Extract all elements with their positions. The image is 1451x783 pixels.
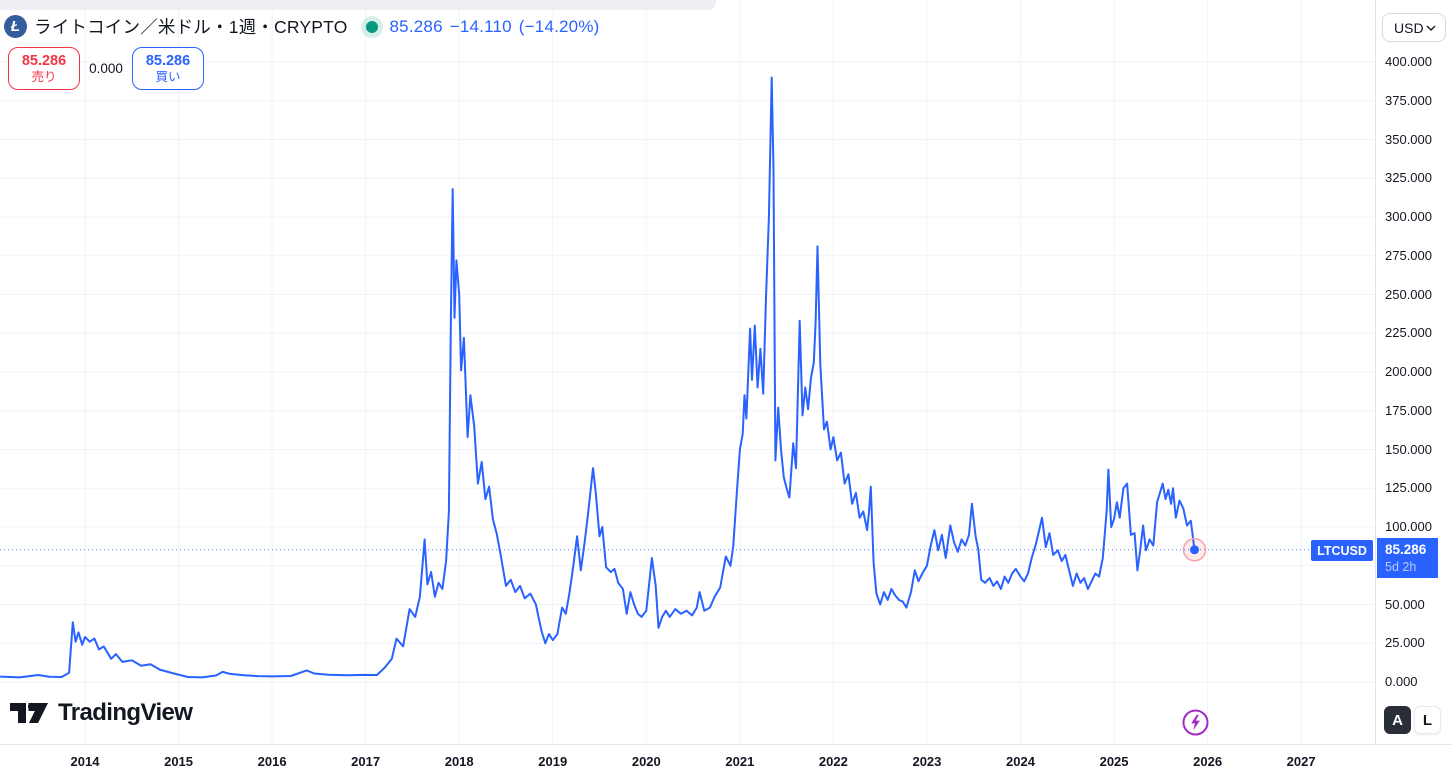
price-axis[interactable]: USD 400.000 375.000 350.000 325.000 300.000 2… [1375, 0, 1451, 783]
year-tick-label: 2018 [444, 754, 474, 769]
price-tick-label: 225.000 [1385, 325, 1432, 341]
year-tick-label: 2023 [912, 754, 942, 769]
price-line-symbol-label: LTCUSD [1311, 540, 1373, 561]
quote-values: 85.286 −14.110 (−14.20%) [390, 17, 607, 37]
year-tick-label: 2024 [1006, 754, 1035, 769]
price-tick-label: 175.000 [1385, 402, 1432, 418]
year-tick-label: 2016 [257, 754, 287, 769]
year-tick-label: 2014 [70, 754, 100, 769]
price-tick-label: 100.000 [1385, 519, 1432, 534]
price-tick-label: 50.000 [1385, 596, 1425, 612]
year-tick-label: 2025 [1099, 754, 1129, 769]
badge-price: 85.286 [1385, 542, 1427, 557]
buy-price: 85.286 [145, 52, 191, 69]
symbol-title[interactable]: ライトコイン／米ドル・1週・CRYPTO [34, 17, 348, 37]
price-tick-label: 350.000 [1385, 131, 1432, 147]
currency-label: USD [1394, 19, 1424, 36]
scale-mode-buttons: A L [1384, 706, 1441, 734]
spread-value: 0.000 [89, 61, 123, 76]
sell-price: 85.286 [21, 52, 67, 69]
price-tick-label: 300.000 [1385, 209, 1432, 224]
year-tick-label: 2027 [1286, 754, 1316, 769]
price-tick-label: 250.000 [1385, 286, 1432, 302]
current-price-badge: 85.286 5d 2h [1377, 538, 1438, 578]
currency-selector[interactable]: USD [1382, 13, 1446, 42]
market-status-icon [365, 20, 378, 33]
buy-button[interactable]: 85.286 買い [132, 47, 204, 90]
tradingview-logo[interactable]: TradingView [10, 699, 193, 727]
year-tick-label: 2026 [1193, 754, 1223, 769]
year-tick-label: 2022 [818, 754, 848, 769]
price-tick-label: 0.000 [1385, 674, 1418, 689]
price-line-series [0, 76, 1196, 679]
sell-label: 売り [31, 69, 57, 84]
log-scale-button[interactable]: L [1414, 706, 1441, 734]
legend-hover-strip [0, 0, 716, 10]
price-tick-label: 375.000 [1385, 92, 1432, 108]
price-tick-label: 325.000 [1385, 170, 1432, 186]
year-tick-label: 2019 [538, 754, 568, 769]
tradingview-logo-mark [10, 702, 48, 723]
price-change: −14.110 [449, 16, 512, 36]
price-tick-label: 200.000 [1385, 364, 1432, 379]
badge-countdown: 5d 2h [1385, 560, 1417, 575]
tradingview-logo-text: TradingView [58, 699, 193, 726]
litecoin-icon: Ł [4, 15, 27, 38]
last-price: 85.286 [389, 16, 443, 36]
year-tick-label: 2015 [164, 754, 194, 769]
price-tick-label: 275.000 [1385, 247, 1432, 263]
lightning-icon[interactable] [1182, 709, 1209, 741]
price-tick-label: 400.000 [1385, 54, 1432, 69]
year-tick-label: 2017 [351, 754, 381, 769]
chevron-down-icon [1426, 25, 1436, 31]
price-change-percent: (−14.20%) [518, 16, 600, 36]
legend-title-row: Ł ライトコイン／米ドル・1週・CRYPTO 85.286 −14.110 (−14… [4, 14, 607, 39]
year-tick-label: 2021 [725, 754, 755, 769]
price-tick-label: 25.000 [1385, 635, 1425, 651]
year-tick-label: 2020 [631, 754, 661, 769]
price-tick-label: 125.000 [1385, 480, 1432, 496]
buy-label: 買い [155, 69, 181, 84]
auto-scale-button[interactable]: A [1384, 706, 1411, 734]
sell-button[interactable]: 85.286 売り [8, 47, 80, 90]
time-axis[interactable]: 2014 2015 2016 2017 2018 2019 2020 2021 2022 2023… [0, 744, 1451, 783]
trade-buttons-row: 85.286 売り 0.000 85.286 買い [8, 47, 204, 90]
last-price-marker-dot [1190, 545, 1200, 555]
price-tick-label: 150.000 [1385, 441, 1432, 457]
